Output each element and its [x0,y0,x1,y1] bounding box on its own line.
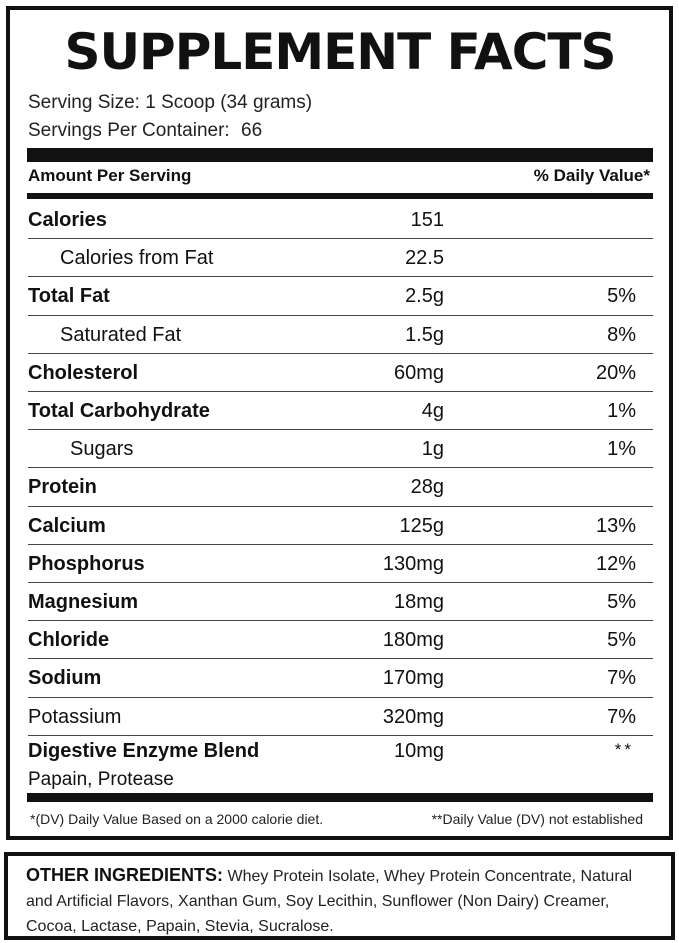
nutrient-amount: 320mg [382,705,444,728]
row-divider [28,352,653,354]
row-divider [28,620,653,622]
row-divider [28,658,653,660]
servings-per-container: Servings Per Container: 66 [28,120,262,142]
nutrient-name: Calories from Fat [60,247,214,270]
nutrient-amount: 60mg [393,361,444,384]
other-ingredients-text: OTHER INGREDIENTS: Whey Protein Isolate,… [26,863,656,939]
nutrient-name: Potassium [28,705,122,728]
row-divider [28,543,653,545]
daily-value-label: % Daily Value* [533,166,650,185]
nutrient-amount: 2.5g [405,285,444,308]
nutrient-amount: 170mg [382,667,444,690]
thick-divider-header [27,193,653,199]
nutrient-daily-value: 1% [607,438,636,461]
servings-per-container-label: Servings Per Container: [28,120,230,141]
supplement-facts-panel [6,6,673,840]
nutrient-row: Calories 151 [28,201,652,239]
nutrient-name: Calories [28,209,107,231]
other-ingredients-label: OTHER INGREDIENTS: [26,865,224,885]
enzyme-blend-dv: ** [614,740,634,759]
nutrient-name: Total Carbohydrate [28,400,210,422]
nutrient-row: Potassium 320mg 7% [28,698,652,736]
nutrient-row: Calories from Fat 22.5 [28,239,652,277]
nutrient-row: Chloride 180mg 5% [28,621,652,659]
nutrient-name: Magnesium [28,591,139,613]
amount-per-serving-label: Amount Per Serving [28,166,192,185]
nutrient-row: Protein 28g [28,468,652,506]
enzyme-blend-amount: 10mg [393,740,444,762]
nutrient-amount: 1g [421,438,444,461]
nutrient-name: Chloride [28,629,110,652]
nutrient-amount: 1.5g [405,323,444,346]
serving-size: Serving Size: 1 Scoop (34 grams) [28,92,313,113]
nutrient-name: Phosphorus [28,552,145,575]
nutrient-daily-value: 7% [607,667,636,690]
nutrient-amount: 180mg [382,629,444,652]
nutrient-daily-value: 20% [595,361,636,384]
nutrient-name: Total Fat [28,285,110,308]
footnote-daily-value: *(DV) Daily Value Based on a 2000 calori… [30,811,324,827]
row-divider [28,391,653,392]
nutrient-amount: 28g [410,476,444,499]
nutrient-daily-value: 13% [595,514,636,537]
nutrient-name: Sugars [70,438,134,461]
nutrient-name: Sodium [28,667,102,690]
nutrient-name: Cholesterol [28,361,139,384]
row-divider [28,276,653,278]
nutrient-name: Protein [28,476,97,499]
row-divider [28,467,653,469]
row-divider [28,505,653,507]
amount-header-row: Amount Per Serving % Daily Value* [28,166,652,190]
panel-title: SUPPLEMENT FACTS [64,23,616,81]
row-divider [28,734,653,736]
thick-divider-bottom [27,793,653,802]
nutrient-daily-value: 5% [607,285,636,308]
nutrient-daily-value: 7% [607,705,636,728]
enzyme-blend-name: Digestive Enzyme Blend [28,740,260,762]
other-ingredients-box: OTHER INGREDIENTS: Whey Protein Isolate,… [4,852,675,940]
nutrient-daily-value: 8% [607,323,636,346]
footnote-not-established: **Daily Value (DV) not established [431,811,643,827]
nutrient-daily-value: 12% [595,552,636,575]
nutrient-name: Calcium [28,514,106,537]
thick-divider-top [27,148,653,162]
nutrient-amount: 151 [410,209,444,231]
nutrient-amount: 18mg [393,591,444,613]
nutrient-row: Saturated Fat 1.5g 8% [28,316,652,354]
nutrient-name: Saturated Fat [60,323,182,346]
nutrient-amount: 125g [399,514,445,537]
nutrient-daily-value: 1% [607,400,636,422]
servings-per-container-value: 66 [241,120,263,141]
row-divider [28,238,653,240]
nutrient-row: Total Carbohydrate 4g 1% [28,392,652,430]
nutrient-row: Sodium 170mg 7% [28,659,652,697]
nutrient-row: Sugars 1g 1% [28,430,652,468]
nutrient-row: Calcium 125g 13% [28,507,652,545]
other-ingredients-list: Whey Protein Isolate, Whey Protein Conce… [26,868,633,935]
nutrient-row: Phosphorus 130mg 12% [28,545,652,583]
nutrient-row: Total Fat 2.5g 5% [28,277,652,315]
row-divider [28,696,653,698]
nutrient-daily-value: 5% [607,629,636,652]
row-divider [28,314,653,316]
nutrient-row: Magnesium 18mg 5% [28,583,652,621]
row-divider [28,429,653,431]
nutrient-daily-value: 5% [607,591,636,613]
enzyme-blend-components: Papain, Protease [28,769,174,790]
enzyme-blend-row: Digestive Enzyme Blend Papain, Protease … [28,740,652,796]
nutrient-row: Cholesterol 60mg 20% [28,354,652,392]
nutrient-amount: 4g [421,400,444,422]
nutrient-amount: 130mg [382,552,444,575]
nutrient-amount: 22.5 [405,247,444,270]
row-divider [28,582,653,583]
